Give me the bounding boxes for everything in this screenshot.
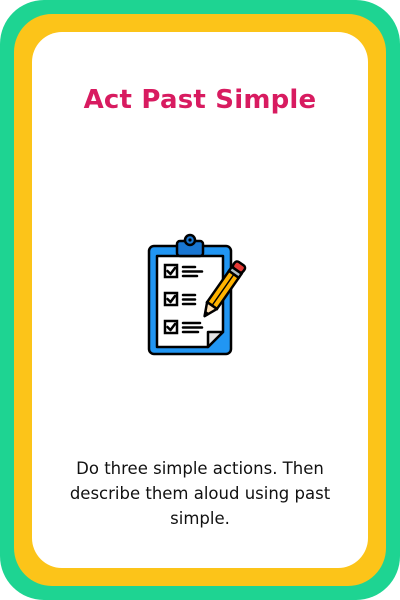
card-title: Act Past Simple: [83, 85, 317, 115]
card-description: Do three simple actions. Then describe t…: [69, 459, 331, 528]
clipboard-checklist-pencil-icon: [140, 232, 260, 358]
